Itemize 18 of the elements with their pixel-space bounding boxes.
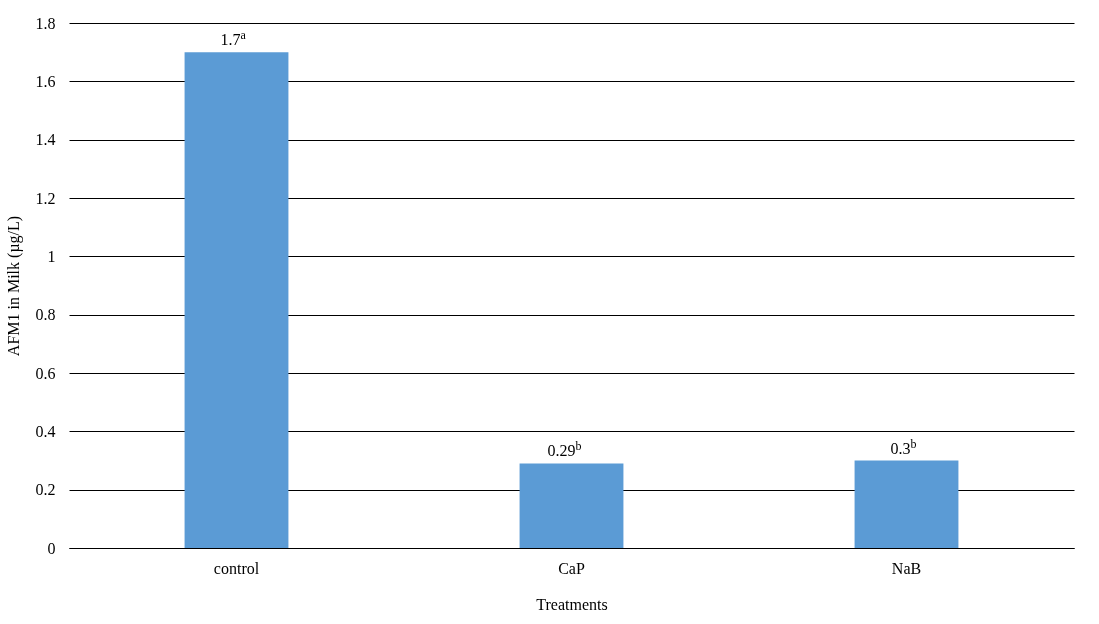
y-tick-label: 1.8 bbox=[35, 14, 56, 32]
y-axis-title: AFM1 in Milk (µg/L) bbox=[4, 215, 23, 357]
y-tick-label: 1.2 bbox=[35, 189, 56, 207]
x-axis-title: Treatments bbox=[536, 595, 608, 613]
x-tick-label: control bbox=[213, 559, 260, 577]
y-tick-label: 0.6 bbox=[35, 364, 56, 382]
y-tick-label: 1.4 bbox=[35, 131, 56, 149]
y-tick-label: 0.2 bbox=[35, 481, 56, 499]
y-tick-label: 1.6 bbox=[35, 72, 56, 90]
bar bbox=[519, 463, 624, 548]
bar bbox=[184, 52, 289, 548]
x-tick-label: CaP bbox=[558, 559, 585, 577]
x-tick-label: NaB bbox=[891, 559, 922, 577]
y-tick-label: 0.4 bbox=[35, 422, 56, 440]
y-tick-label: 0.8 bbox=[35, 306, 56, 324]
y-tick-label: 1 bbox=[47, 247, 56, 265]
y-tick-label: 0 bbox=[47, 539, 56, 557]
bar bbox=[854, 460, 959, 548]
